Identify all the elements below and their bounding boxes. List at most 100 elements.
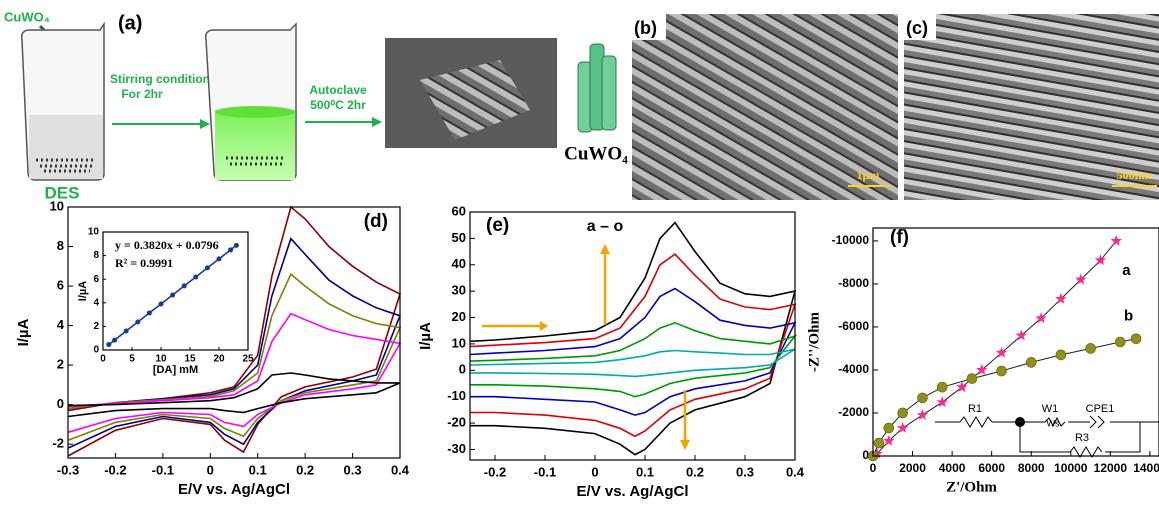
- y-tick-label: 2: [57, 357, 64, 372]
- x-tick-label: 0: [100, 354, 106, 365]
- sem-crystal: [420, 60, 530, 140]
- series-line: [67, 272, 402, 441]
- series-line: [67, 312, 402, 434]
- reagent-label: CuWO₄: [4, 9, 50, 24]
- product-label: CuWO₄: [564, 143, 628, 164]
- arrow-head: [372, 117, 382, 127]
- liquid: [29, 115, 103, 179]
- arrow-head: [540, 321, 548, 331]
- x-tick-label: 0: [870, 461, 877, 475]
- point: [1085, 343, 1096, 354]
- y-tick-label: -10: [447, 388, 466, 403]
- y-axis-label: I/µA: [15, 318, 32, 346]
- point: [936, 396, 948, 408]
- y-tick-label: -10000: [832, 233, 870, 247]
- x-tick-label: 2000: [899, 461, 926, 475]
- point: [135, 319, 141, 325]
- point: [916, 409, 929, 420]
- x-tick-label: -0.1: [534, 464, 556, 479]
- y-tick-label: 6: [57, 277, 64, 292]
- point: [1094, 254, 1107, 266]
- y-tick-label: -20: [447, 415, 466, 430]
- step-label: 500⁰C 2hr: [310, 98, 366, 112]
- scale-label: 500nm: [1117, 168, 1152, 182]
- x-tick-label: -0.2: [484, 464, 506, 479]
- point: [170, 292, 176, 298]
- x-tick-label: 6000: [978, 461, 1005, 475]
- point: [976, 364, 988, 375]
- x-tick-label: 0.1: [636, 464, 654, 479]
- label-box: [632, 14, 666, 40]
- arrow-head: [200, 119, 210, 129]
- circuit-label: R1: [968, 403, 982, 415]
- y-tick-label: 40: [452, 256, 466, 271]
- panel-a: (a) CuWO₄ DES Stirring condition For 2hr…: [4, 9, 628, 202]
- panel-b: (b) 1µm: [632, 14, 898, 200]
- sem-image: [632, 14, 898, 200]
- plot-frame: [102, 231, 249, 351]
- point: [193, 274, 199, 280]
- x-tick-label: 25: [242, 354, 254, 365]
- precipitate: [226, 156, 286, 166]
- y-tick-label: 0: [862, 448, 869, 462]
- y-axis-label: -Z''/Ohm: [806, 311, 822, 372]
- circuit-label: W1: [1042, 403, 1059, 415]
- x-tick-label: 0: [207, 462, 214, 477]
- y-tick-label: -6000: [838, 319, 869, 333]
- point: [1130, 333, 1142, 345]
- point: [216, 256, 222, 262]
- resistor: [1069, 446, 1103, 458]
- series-line: [469, 253, 797, 438]
- circuit-label: R3: [1075, 432, 1089, 444]
- x-tick-label: 0.2: [686, 464, 704, 479]
- y-tick-label: 0: [57, 396, 64, 411]
- x-axis-label: Z'/Ohm: [946, 479, 997, 495]
- point: [1055, 293, 1067, 304]
- series-line: [876, 240, 1117, 455]
- point: [158, 301, 164, 307]
- y-tick-label: 0: [459, 362, 466, 377]
- point: [1075, 273, 1087, 285]
- x-tick-label: 4000: [939, 461, 966, 475]
- y-axis-label: I/µA: [417, 322, 434, 350]
- y-tick-label: 4: [57, 317, 65, 332]
- annotation: y = 0.3820x + 0.0796: [115, 238, 219, 252]
- liquid: [215, 110, 295, 180]
- series-line: [469, 221, 797, 456]
- y-tick-label: 60: [452, 203, 466, 218]
- point: [873, 437, 885, 449]
- series-line: [67, 205, 401, 457]
- annotation: a – o: [587, 218, 624, 235]
- point: [1055, 349, 1067, 361]
- point: [956, 381, 968, 392]
- y-tick-label: -2: [52, 436, 64, 451]
- x-tick-label: -0.1: [152, 462, 174, 477]
- point: [181, 283, 187, 289]
- y-tick-label: 10: [452, 335, 466, 350]
- solvent-label: DES: [45, 183, 80, 202]
- y-tick-label: 20: [452, 309, 466, 324]
- y-tick-label: 10: [88, 227, 100, 238]
- chart: -0.3 -0.2 -0.1 0 0.1 0.2 0.3 0.4 -2 0 2 4 6 8 10 E/V vs…: [15, 198, 410, 498]
- point: [1110, 234, 1122, 246]
- series-line: [67, 372, 401, 418]
- point: [1114, 336, 1126, 348]
- y-axis-label: I/µA: [77, 281, 89, 301]
- panel-label: (b): [634, 18, 657, 38]
- y-tick-label: 6: [93, 274, 99, 285]
- sem-image: [904, 14, 1159, 200]
- panel-label: (d): [364, 211, 388, 232]
- point: [1035, 312, 1047, 324]
- y-tick-label: -8000: [838, 276, 869, 290]
- point: [966, 373, 978, 384]
- point: [123, 328, 129, 334]
- x-tick-label: 20: [213, 354, 225, 365]
- point: [204, 265, 210, 271]
- point: [106, 342, 112, 348]
- x-axis-label: E/V vs. Ag/AgCl: [577, 483, 689, 500]
- x-tick-label: 0: [591, 464, 598, 479]
- point: [1015, 329, 1027, 341]
- x-tick-label: 5: [129, 354, 135, 365]
- point: [996, 365, 1007, 377]
